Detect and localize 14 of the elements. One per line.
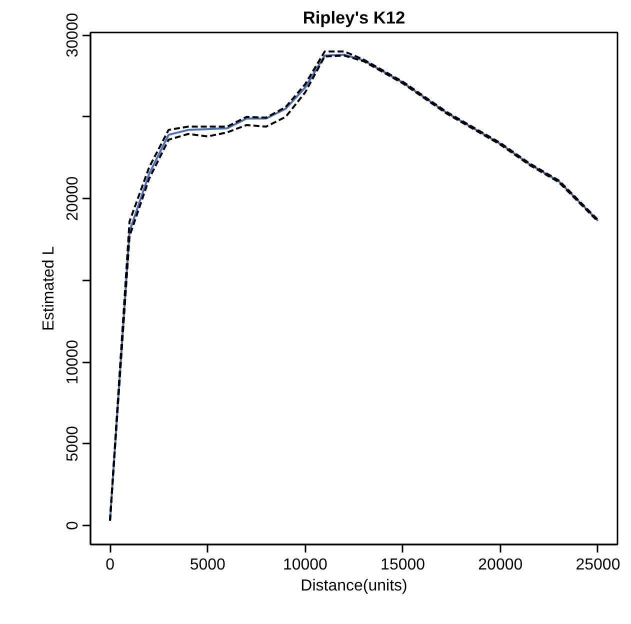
x-axis-title: Distance(units) (300, 578, 408, 594)
y-tick-label: 20000 (64, 176, 82, 221)
y-tick-label: 10000 (64, 340, 82, 384)
y-axis-title: Estimated L (40, 246, 58, 331)
x-tick-label: 15000 (380, 556, 426, 574)
chart-title: Ripley's K12 (302, 8, 406, 28)
x-tick-label: 5000 (190, 556, 226, 574)
x-tick-label: 10000 (282, 556, 328, 574)
x-tick-label: 25000 (576, 556, 620, 574)
y-tick-label: 30000 (64, 12, 82, 58)
x-tick-label: 0 (106, 556, 115, 574)
y-tick-label: 5000 (64, 426, 82, 462)
y-tick-label: 0 (64, 520, 82, 530)
x-tick-label: 20000 (478, 556, 523, 574)
